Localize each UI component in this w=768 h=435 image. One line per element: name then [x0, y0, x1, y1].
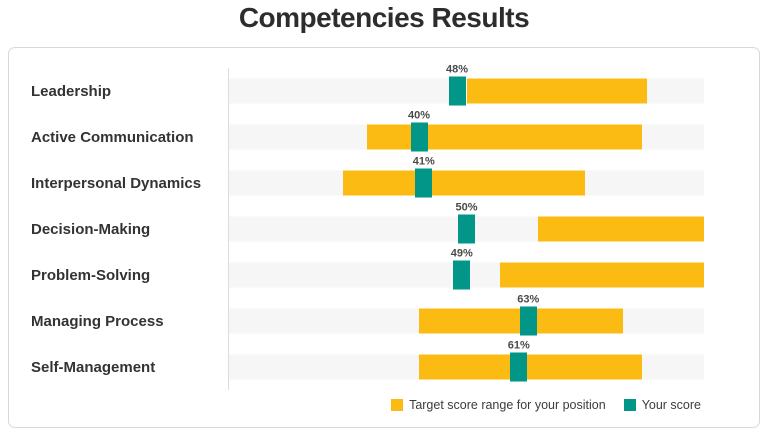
chart-row: Managing Process 63%: [21, 294, 747, 344]
chart-legend: Target score range for your position You…: [391, 398, 701, 412]
score-value-label: 40%: [407, 109, 431, 122]
category-label: Self-Management: [31, 358, 156, 376]
row-plot-area: 41%: [228, 156, 747, 206]
your-score-marker: [410, 122, 428, 152]
row-plot-area: 48%: [228, 64, 747, 114]
row-plot-area: 49%: [228, 248, 747, 298]
category-label: Decision-Making: [31, 220, 151, 238]
your-score-swatch-icon: [623, 399, 636, 411]
row-track: 41%: [229, 156, 704, 198]
category-label: Problem-Solving: [31, 266, 151, 284]
target-range-bar: [366, 124, 643, 150]
score-value-label: 63%: [517, 293, 540, 306]
row-track: 61%: [229, 340, 704, 382]
target-range-bar: [499, 262, 704, 288]
row-track: 48%: [229, 64, 704, 106]
target-range-swatch-icon: [391, 399, 404, 411]
chart-row: Self-Management 61%: [21, 340, 747, 390]
your-score-marker: [415, 168, 433, 198]
score-value-label: 49%: [450, 247, 473, 260]
your-score-marker: [453, 260, 471, 290]
row-track: 50%: [229, 202, 704, 244]
legend-item-target-range: Target score range for your position: [391, 398, 606, 412]
your-score-marker: [458, 214, 475, 244]
row-track: 63%: [229, 294, 704, 336]
chart-row: Decision-Making 50%: [21, 202, 747, 252]
chart-rows: Leadership 48% Active Communication 40% Inte…: [21, 64, 747, 390]
row-plot-area: 50%: [228, 202, 747, 252]
score-value-label: 41%: [412, 155, 435, 168]
row-plot-area: 40%: [228, 110, 747, 160]
score-value-label: 48%: [445, 63, 469, 76]
legend-label: Your score: [641, 398, 701, 412]
category-label: Managing Process: [31, 312, 164, 330]
chart-row: Active Communication 40%: [21, 110, 747, 160]
chart-row: Problem-Solving 49%: [21, 248, 747, 298]
target-range-bar: [537, 216, 704, 242]
target-range-bar: [466, 78, 647, 104]
your-score-marker: [448, 76, 466, 106]
row-track: 40%: [229, 110, 704, 152]
category-label: Interpersonal Dynamics: [31, 174, 202, 192]
score-value-label: 50%: [455, 201, 478, 214]
row-plot-area: 63%: [228, 294, 747, 344]
category-label: Leadership: [31, 82, 112, 100]
row-track: 49%: [229, 248, 704, 290]
chart-row: Leadership 48%: [21, 64, 747, 114]
target-range-bar: [419, 354, 643, 380]
score-value-label: 61%: [507, 339, 530, 352]
legend-label: Target score range for your position: [409, 398, 606, 412]
chart-row: Interpersonal Dynamics 41%: [21, 156, 747, 206]
category-label: Active Communication: [31, 128, 194, 146]
page-title: Competencies Results: [238, 2, 530, 33]
target-range-bar: [343, 170, 586, 196]
your-score-marker: [510, 352, 528, 382]
your-score-marker: [519, 306, 537, 336]
row-plot-area: 61%: [228, 340, 747, 390]
legend-item-your-score: Your score: [623, 398, 701, 412]
chart-card: Leadership 48% Active Communication 40% Inte…: [8, 47, 760, 428]
